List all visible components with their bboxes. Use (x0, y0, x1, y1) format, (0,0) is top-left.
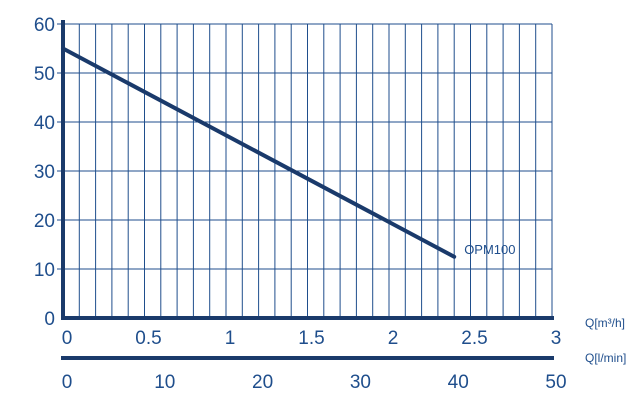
y-tick-label: 0 (44, 309, 55, 330)
grid (57, 23, 553, 318)
x-secondary-tick-label: 50 (545, 372, 566, 393)
x-primary-tick-label: 3 (551, 328, 562, 349)
x-secondary-tick-label: 0 (62, 372, 73, 393)
x-primary-tick-label: 1.5 (298, 328, 324, 349)
y-tick-label: 10 (34, 260, 55, 281)
x-primary-tick-label: 2.5 (461, 328, 487, 349)
y-tick-label: 60 (34, 15, 55, 36)
x-secondary-tick-label: 40 (448, 372, 469, 393)
x-primary-tick-label: 0 (62, 328, 73, 349)
series-line (61, 46, 457, 259)
x-primary-tick-label: 0.5 (135, 328, 161, 349)
axes (61, 20, 554, 360)
x-primary-tick-labels: 0 0.5 1 1.5 2 2.5 3 (62, 328, 562, 349)
x-secondary-tick-label: 20 (252, 372, 273, 393)
y-tick-label: 50 (34, 64, 55, 85)
y-tick-label: 30 (34, 162, 55, 183)
x-secondary-tick-label: 10 (154, 372, 175, 393)
x-secondary-tick-labels: 0 10 20 30 40 50 (62, 372, 567, 393)
x-primary-tick-label: 2 (388, 328, 399, 349)
x-primary-tick-label: 1 (225, 328, 236, 349)
series-label: OPM100 (464, 242, 515, 257)
x-secondary-unit-label: Q[l/min] (585, 351, 626, 365)
y-tick-label: 40 (34, 113, 55, 134)
series: OPM100 (61, 46, 516, 259)
y-tick-labels: 0 10 20 30 40 50 60 (34, 15, 55, 330)
x-secondary-tick-label: 30 (350, 372, 371, 393)
y-tick-label: 20 (34, 211, 55, 232)
x-primary-unit-label: Q[m³/h] (585, 316, 625, 330)
